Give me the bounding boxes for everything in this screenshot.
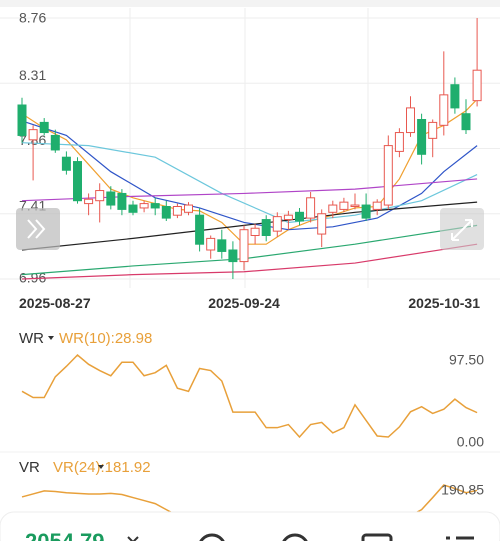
candle-body: [84, 198, 94, 205]
candle-body: [195, 214, 205, 245]
candle-body: [283, 214, 293, 221]
candle-body: [472, 69, 482, 102]
candle-body: [50, 134, 60, 151]
vr-chart: [21, 484, 478, 512]
indicator-line: [21, 353, 478, 439]
scroll-left-button[interactable]: [16, 208, 60, 250]
candle-body: [339, 201, 349, 210]
nav-icon[interactable]: [282, 533, 308, 541]
nav-icon[interactable]: [199, 533, 225, 541]
candle-body: [28, 129, 38, 141]
candle-body: [39, 121, 49, 134]
candle-body: [295, 211, 304, 222]
candle-body: [61, 156, 71, 171]
nav-arrow: [127, 536, 139, 541]
candle-body: [417, 119, 427, 155]
bottom-nav: 2054.79: [0, 511, 500, 541]
candle-body: [461, 113, 471, 131]
candle-body: [328, 204, 338, 213]
candle-body: [306, 197, 316, 219]
vr-title[interactable]: VR: [19, 459, 40, 476]
nav-icon[interactable]: [361, 533, 393, 541]
candle-body: [439, 94, 449, 126]
candle-body: [17, 104, 27, 136]
wr-title[interactable]: WR: [19, 330, 44, 347]
candle-body: [128, 204, 138, 213]
candle-body: [184, 204, 193, 213]
candle-body: [317, 213, 327, 235]
candle-body: [250, 227, 260, 236]
candle-body: [428, 121, 438, 139]
x-tick-label: 2025-09-24: [208, 295, 280, 311]
moving-average-line: [21, 243, 478, 280]
moving-average-line: [21, 201, 478, 251]
candle-body: [261, 219, 271, 237]
moving-average-line: [21, 224, 478, 276]
candle-body: [394, 132, 404, 152]
candle-body: [217, 239, 227, 252]
x-tick-label: 2025-08-27: [19, 295, 91, 311]
candle-body: [239, 229, 249, 263]
y-tick-label: 190.85: [441, 482, 484, 498]
candle-body: [206, 237, 216, 251]
candle-body: [139, 203, 149, 209]
candle-body: [372, 201, 382, 210]
indicator-line: [21, 484, 478, 512]
dropdown-arrow: [98, 465, 104, 469]
scroll-left-icon: [27, 219, 46, 239]
candle-body: [95, 190, 105, 202]
nav-index[interactable]: 2054.79: [25, 529, 105, 541]
moving-average-line: [21, 142, 478, 224]
price-chart: 8.768.317.867.416.962025-08-272025-09-24…: [0, 8, 500, 311]
candle-body: [383, 145, 393, 206]
candle-body: [117, 192, 127, 210]
candle-body: [150, 203, 160, 209]
candle-body: [228, 249, 238, 263]
y-tick-label: 8.76: [19, 10, 46, 26]
candle-body: [361, 204, 371, 219]
candle-body: [272, 216, 282, 232]
candle-body: [406, 107, 415, 134]
candle-body: [172, 206, 182, 216]
candle-body: [161, 206, 171, 219]
candle-body: [450, 84, 460, 109]
x-tick-label: 2025-10-31: [408, 295, 480, 311]
candle-body: [73, 161, 82, 202]
candle-body: [350, 204, 360, 208]
dropdown-arrow: [48, 336, 54, 340]
moving-average-line: [21, 178, 478, 202]
y-tick-label: 0.00: [457, 434, 484, 450]
y-tick-label: 97.50: [449, 352, 484, 368]
top-strip: [0, 0, 500, 7]
candle-body: [106, 191, 116, 206]
y-tick-label: 8.31: [19, 67, 46, 83]
wr-legend: WR(10):28.98: [59, 330, 152, 347]
expand-icon: [451, 219, 473, 241]
